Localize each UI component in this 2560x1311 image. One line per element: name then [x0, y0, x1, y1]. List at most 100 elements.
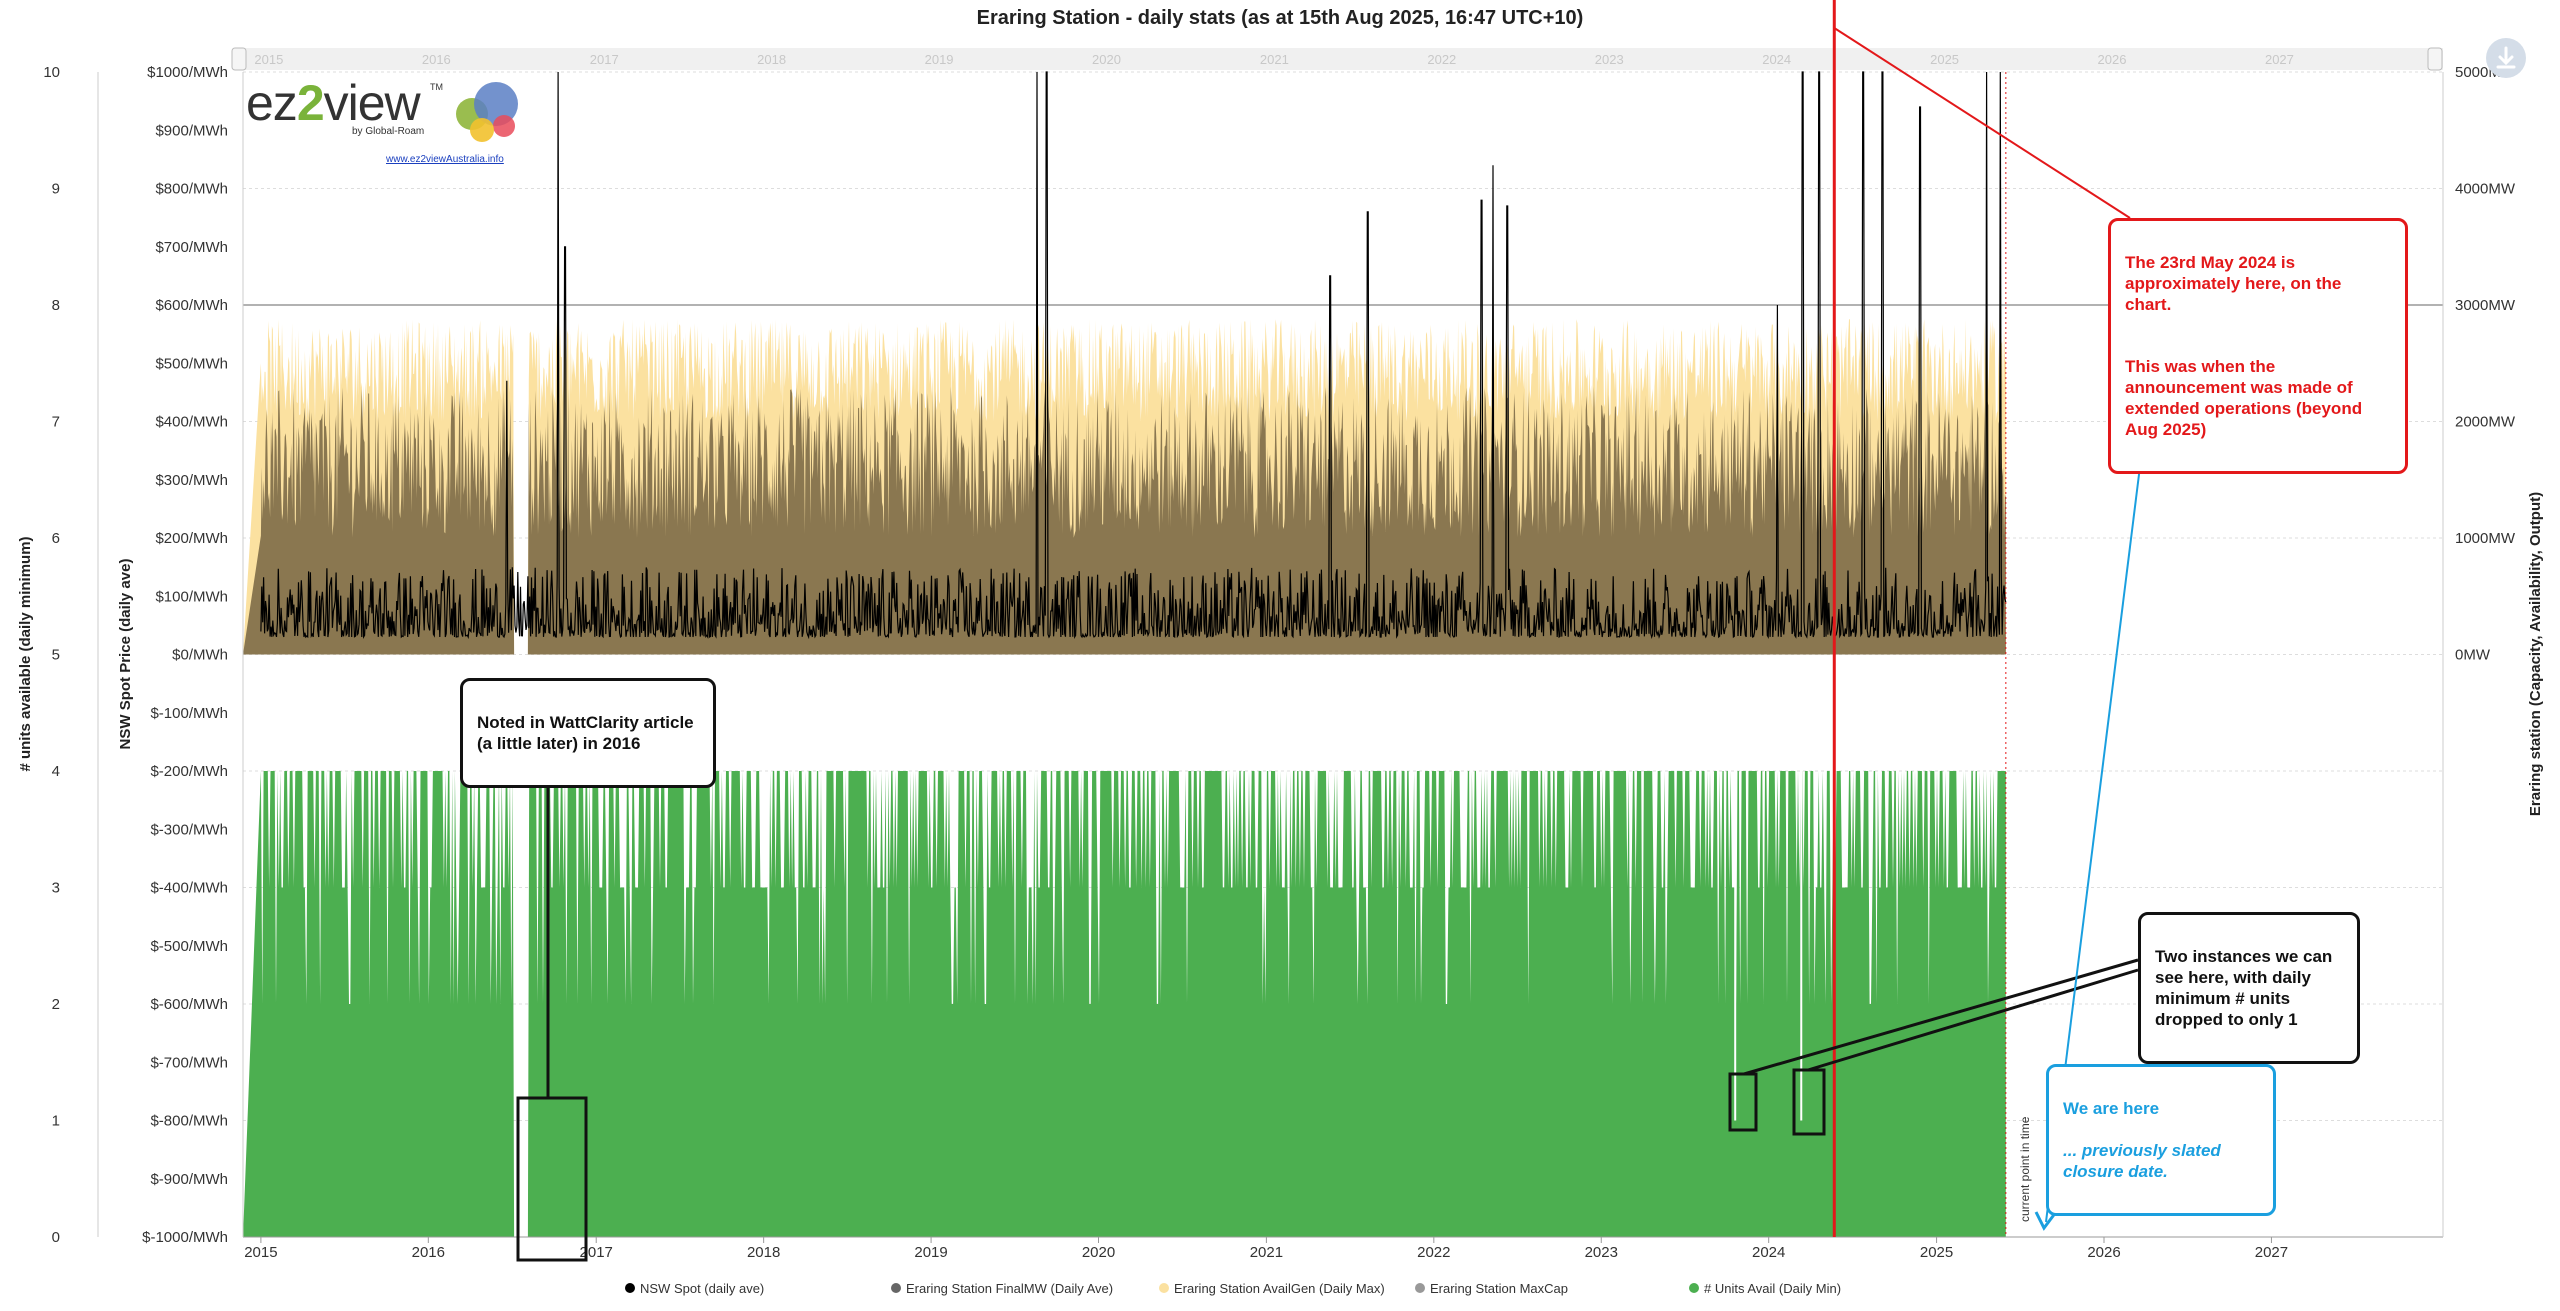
range-navigator[interactable]: 2015 2016 2017 2018 2019 2020 2021 2022 2023 2024…	[231, 47, 2443, 71]
navigator-label: 2018	[757, 52, 786, 67]
announcement-connector	[1833, 27, 2131, 219]
units-tick-label: 8	[52, 297, 60, 314]
price-tick-label: $300/MWh	[155, 472, 228, 489]
price-tick-label: $100/MWh	[155, 588, 228, 605]
x-tick-label: 2019	[914, 1244, 947, 1261]
mw-tick-label: 3000MW	[2455, 297, 2516, 314]
x-tick-label: 2021	[1250, 1244, 1283, 1261]
units-tick-label: 1	[52, 1113, 60, 1130]
legend-marker	[1689, 1283, 1699, 1293]
two-instances-callout-text: Two instances we can see here, with dail…	[2155, 947, 2333, 1029]
mw-axis-title: Eraring station (Capacity, Availability,…	[2527, 492, 2544, 816]
legend-marker	[1159, 1283, 1169, 1293]
units-tick-label: 9	[52, 181, 60, 198]
x-tick-label: 2023	[1585, 1244, 1618, 1261]
x-tick-label: 2016	[412, 1244, 445, 1261]
navigator-left-handle[interactable]	[231, 47, 247, 71]
x-tick-label: 2022	[1417, 1244, 1450, 1261]
instance-box-1	[1728, 1072, 1758, 1132]
legend-label: NSW Spot (daily ave)	[640, 1281, 764, 1296]
navigator-label: 2026	[2098, 52, 2127, 67]
legend-label: Eraring Station MaxCap	[1430, 1281, 1568, 1296]
navigator-label: 2023	[1595, 52, 1624, 67]
navigator-label: 2016	[422, 52, 451, 67]
logo-circles-icon	[456, 82, 518, 142]
price-tick-label: $-1000/MWh	[142, 1229, 228, 1246]
logo-url-link[interactable]: www.ez2viewAustralia.info	[386, 154, 504, 165]
price-tick-label: $900/MWh	[155, 122, 228, 139]
mw-tick-label: 2000MW	[2455, 414, 2516, 431]
price-tick-label: $400/MWh	[155, 414, 228, 431]
price-tick-label: $700/MWh	[155, 239, 228, 256]
x-tick-label: 2026	[2087, 1244, 2120, 1261]
wattclarity-callout: Noted in WattClarity article (a little l…	[460, 678, 716, 788]
download-arrow-icon	[2496, 46, 2516, 69]
legend-label: Eraring Station AvailGen (Daily Max)	[1174, 1281, 1385, 1296]
units-tick-label: 10	[43, 64, 60, 81]
finalmw-area	[243, 386, 2006, 655]
price-tick-label: $600/MWh	[155, 297, 228, 314]
legend-marker	[625, 1283, 635, 1293]
we-are-here-line1: We are here	[2063, 1099, 2160, 1118]
price-tick-label: $-500/MWh	[150, 938, 228, 955]
logo-byline: by Global-Roam	[352, 126, 425, 137]
plot-area	[243, 71, 2443, 1237]
x-tick-label: 2025	[1920, 1244, 1953, 1261]
current-point-label: current point in time	[2018, 1116, 2032, 1222]
navigator-label: 2022	[1427, 52, 1456, 67]
wattclarity-callout-text: Noted in WattClarity article (a little l…	[477, 713, 694, 753]
units-axis-title: # units available (daily minimum)	[17, 536, 34, 771]
navigator-label: 2021	[1260, 52, 1289, 67]
x-tick-label: 2027	[2255, 1244, 2288, 1261]
legend-marker	[891, 1283, 901, 1293]
units-tick-label: 6	[52, 530, 60, 547]
price-tick-label: $1000/MWh	[147, 64, 228, 81]
price-tick-label: $800/MWh	[155, 181, 228, 198]
logo-tm: TM	[430, 82, 443, 92]
price-tick-label: $200/MWh	[155, 530, 228, 547]
announcement-callout-line1: The 23rd May 2024 is approximately here,…	[2125, 253, 2342, 314]
chart-title: Eraring Station - daily stats (as at 15t…	[977, 7, 1584, 29]
units-tick-label: 0	[52, 1229, 60, 1246]
legend-label: # Units Avail (Daily Min)	[1704, 1281, 1841, 1296]
navigator-label: 2020	[1092, 52, 1121, 67]
legend-marker	[1415, 1283, 1425, 1293]
we-are-here-callout: We are here ... previously slated closur…	[2046, 1064, 2276, 1216]
price-tick-label: $-600/MWh	[150, 996, 228, 1013]
x-tick-label: 2015	[244, 1244, 277, 1261]
price-axis-title: NSW Spot Price (daily ave)	[117, 559, 134, 750]
price-tick-label: $-700/MWh	[150, 1054, 228, 1071]
price-tick-label: $-900/MWh	[150, 1171, 228, 1188]
units-tick-label: 3	[52, 880, 60, 897]
units-available-area	[243, 771, 2006, 1237]
announcement-callout-line2: This was when the announcement was made …	[2125, 357, 2363, 439]
navigator-label: 2019	[925, 52, 954, 67]
x-tick-label: 2017	[580, 1244, 613, 1261]
download-icon[interactable]	[2486, 38, 2526, 78]
legend: NSW Spot (daily ave) Eraring Station Fina…	[625, 1281, 1841, 1296]
price-tick-label: $-100/MWh	[150, 705, 228, 722]
we-are-here-arrow-icon	[2034, 1211, 2058, 1231]
units-tick-label: 5	[52, 647, 60, 664]
units-tick-label: 2	[52, 996, 60, 1013]
x-tick-label: 2024	[1752, 1244, 1785, 1261]
mw-tick-label: 1000MW	[2455, 530, 2516, 547]
legend-label: Eraring Station FinalMW (Daily Ave)	[906, 1281, 1113, 1296]
units-tick-label: 4	[52, 763, 60, 780]
price-tick-label: $0/MWh	[172, 647, 228, 664]
wattclarity-highlight-box	[516, 1096, 588, 1262]
axes: 2015 2016 2017 2018 2019 2020 2021 2022 2023 2024…	[43, 64, 2516, 1261]
x-tick-label: 2020	[1082, 1244, 1115, 1261]
navigator-label: 2017	[590, 52, 619, 67]
price-tick-label: $-800/MWh	[150, 1113, 228, 1130]
we-are-here-line2: ... previously slated closure date.	[2063, 1141, 2221, 1181]
mw-tick-label: 0MW	[2455, 647, 2491, 664]
navigator-label: 2024	[1762, 52, 1791, 67]
navigator-right-handle[interactable]	[2427, 47, 2443, 71]
price-tick-label: $-300/MWh	[150, 821, 228, 838]
navigator-label: 2025	[1930, 52, 1959, 67]
logo-wordmark: ez2view	[246, 75, 421, 131]
x-tick-label: 2018	[747, 1244, 780, 1261]
navigator-label: 2015	[254, 52, 283, 67]
